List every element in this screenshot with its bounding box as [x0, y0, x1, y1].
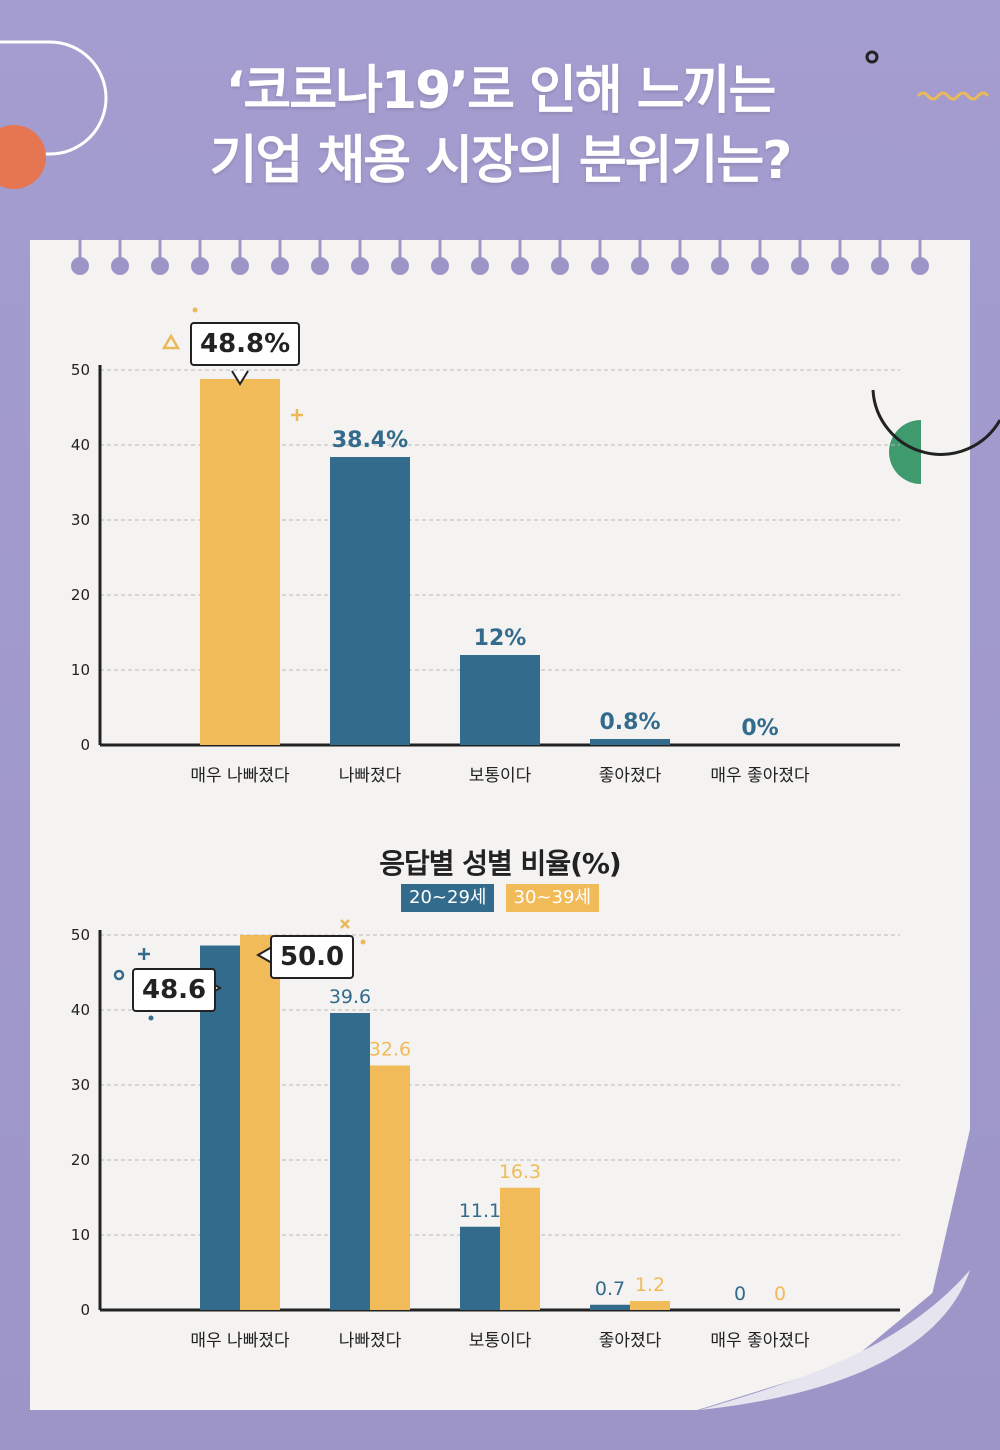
chart-overall-ytick-label: 40	[71, 436, 90, 454]
decor-plus	[138, 948, 150, 960]
chart-overall-ytick-label: 10	[71, 661, 90, 679]
chart-overall-bar	[200, 379, 280, 745]
decor-small-ring	[865, 50, 879, 64]
notebook-rings	[71, 238, 929, 275]
ring-hole	[871, 257, 889, 275]
ring-hole	[71, 257, 89, 275]
chart-overall-value-label: 38.4%	[332, 428, 408, 453]
chart-by-age-svg: 0 10 20 30 40 50 매우 나빠졌다 39.6 32.6 나빠졌다 11.1 16.3 보통…	[71, 919, 900, 1351]
chart-by-age-value-label-20s: 0	[734, 1283, 746, 1305]
ring-hole	[591, 257, 609, 275]
page-title-line1: ‘코로나19’로 인해 느끼는	[225, 61, 777, 121]
decor-dot	[360, 939, 366, 945]
ring-hole	[191, 257, 209, 275]
chart-by-age-callout-pointer-30s	[255, 946, 273, 964]
chart-by-age: 응답별 성별 비율(%) 20~29세 30~39세 0 10 20 30 40 50 매우…	[0, 840, 1000, 1360]
chart-by-age-bar-30s	[240, 935, 280, 1310]
ring-hole	[111, 257, 129, 275]
decor-dot	[192, 307, 198, 313]
chart-overall-ytick-label: 50	[71, 361, 90, 379]
chart-by-age-callout-30s: 50.0	[270, 935, 355, 979]
ring-hole	[391, 257, 409, 275]
chart-by-age-ytick-label: 50	[71, 926, 90, 944]
legend-item-20s: 20~29세	[401, 884, 495, 912]
chart-overall-ytick-label: 30	[71, 511, 90, 529]
chart-overall-ytick-label: 0	[80, 736, 90, 754]
chart-by-age-value-label-20s: 0.7	[595, 1278, 625, 1300]
ring-hole	[791, 257, 809, 275]
ring-hole	[751, 257, 769, 275]
chart-overall-category-label: 좋아졌다	[599, 766, 662, 786]
page-curl	[700, 1270, 970, 1410]
chart-by-age-value-label-20s: 11.1	[459, 1200, 501, 1222]
ring-hole	[351, 257, 369, 275]
chart-legend: 20~29세 30~39세	[0, 884, 1000, 912]
chart-overall-svg: 0 10 20 30 40 50 매우 나빠졌다 38.4% 나빠졌다 12% 보통이다 0.8% 좋아…	[71, 307, 900, 786]
chart-by-age-category-label: 나빠졌다	[339, 1331, 402, 1351]
chart-by-age-title: 응답별 성별 비율(%)	[379, 847, 621, 880]
decor-arc	[0, 40, 108, 156]
chart-overall-category-label: 매우 좋아졌다	[710, 766, 810, 786]
chart-overall-value-label: 0%	[741, 716, 778, 741]
chart-by-age-ytick-label: 40	[71, 1001, 90, 1019]
chart-by-age-bar-20s	[460, 1226, 500, 1310]
chart-overall-ytick-label: 20	[71, 586, 90, 604]
decor-cross	[340, 919, 350, 929]
ring-hole	[271, 257, 289, 275]
decor-orange-circle	[0, 125, 46, 189]
chart-by-age-category-label: 매우 나빠졌다	[190, 1331, 290, 1351]
decor-ring	[113, 969, 125, 981]
chart-by-age-bar-30s	[370, 1065, 410, 1310]
ring-hole	[431, 257, 449, 275]
chart-overall-highlight-callout: 48.8%	[190, 322, 301, 366]
ring-hole	[911, 257, 929, 275]
chart-by-age-ytick-label: 0	[80, 1301, 90, 1319]
chart-by-age-callout-20s: 48.6	[132, 968, 217, 1012]
decor-plus	[291, 409, 303, 421]
chart-by-age-value-label-30s: 1.2	[635, 1274, 665, 1296]
chart-by-age-bar-20s	[330, 1013, 370, 1310]
chart-overall-value-label: 0.8%	[599, 710, 660, 735]
chart-overall-category-label: 보통이다	[469, 766, 532, 786]
chart-by-age-value-label-20s: 39.6	[329, 986, 371, 1008]
chart-by-age-ytick-label: 20	[71, 1151, 90, 1169]
chart-by-age-ytick-label: 10	[71, 1226, 90, 1244]
decor-triangle	[161, 333, 181, 350]
chart-by-age-value-label-30s: 16.3	[499, 1161, 541, 1183]
chart-overall-category-label: 매우 나빠졌다	[190, 766, 290, 786]
ring-hole	[311, 257, 329, 275]
legend-item-30s: 30~39세	[505, 884, 599, 912]
decor-dot	[148, 1015, 154, 1021]
chart-by-age-bar-20s	[590, 1304, 630, 1310]
page-curl-shape	[700, 1270, 970, 1410]
ring-hole	[711, 257, 729, 275]
chart-by-age-category-label: 매우 좋아졌다	[710, 1331, 810, 1351]
ring-hole	[631, 257, 649, 275]
chart-by-age-value-label-30s: 0	[774, 1283, 786, 1305]
ring-hole	[831, 257, 849, 275]
ring-hole	[471, 257, 489, 275]
chart-by-age-category-label: 보통이다	[469, 1331, 532, 1351]
chart-overall-callout-pointer	[231, 370, 249, 386]
ring-hole	[511, 257, 529, 275]
ring-hole	[671, 257, 689, 275]
page-title: ‘코로나19’로 인해 느끼는 기업 채용 시장의 분위기는?	[0, 56, 1000, 196]
chart-by-age-category-label: 좋아졌다	[599, 1331, 662, 1351]
chart-by-age-ytick-label: 30	[71, 1076, 90, 1094]
decor-wave	[916, 91, 990, 101]
ring-hole	[151, 257, 169, 275]
chart-overall: 0 10 20 30 40 50 매우 나빠졌다 38.4% 나빠졌다 12% 보통이다 0.8% 좋아…	[0, 290, 1000, 800]
chart-overall-category-label: 나빠졌다	[339, 766, 402, 786]
page-title-line2: 기업 채용 시장의 분위기는?	[209, 131, 793, 191]
chart-by-age-value-label-30s: 32.6	[369, 1039, 411, 1061]
chart-overall-bar	[330, 457, 410, 745]
chart-overall-bar	[460, 655, 540, 745]
chart-overall-bar	[590, 739, 670, 745]
chart-overall-value-label: 12%	[474, 626, 527, 651]
chart-by-age-bar-30s	[630, 1301, 670, 1310]
ring-hole	[231, 257, 249, 275]
ring-hole	[551, 257, 569, 275]
decorations-top	[0, 40, 990, 189]
chart-by-age-bar-30s	[500, 1187, 540, 1310]
